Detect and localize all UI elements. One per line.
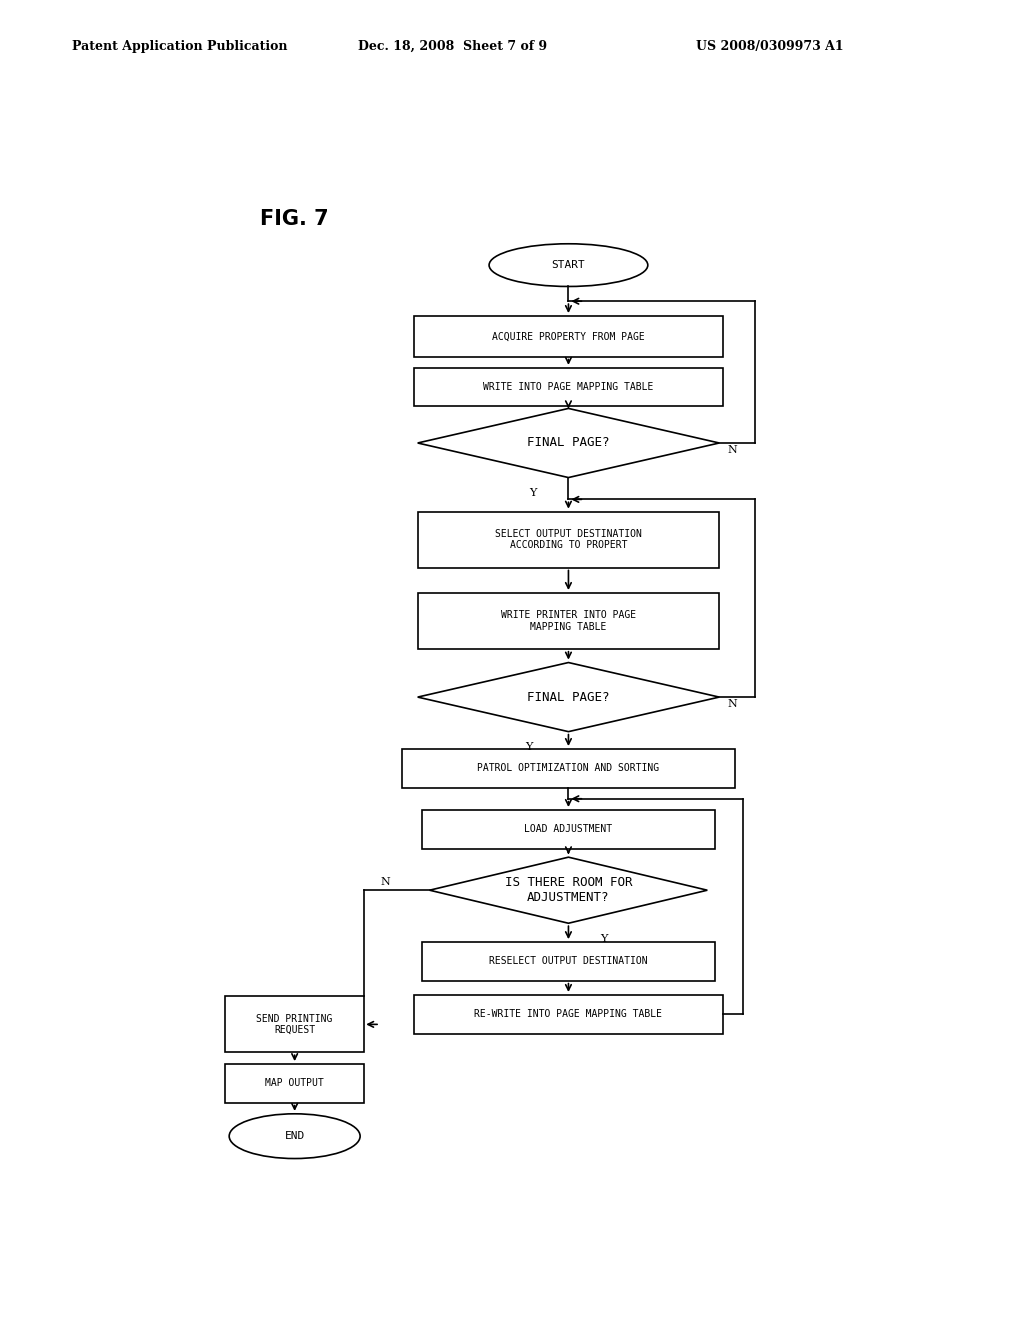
Text: Dec. 18, 2008  Sheet 7 of 9: Dec. 18, 2008 Sheet 7 of 9 [358,40,548,53]
Text: RE-WRITE INTO PAGE MAPPING TABLE: RE-WRITE INTO PAGE MAPPING TABLE [474,1010,663,1019]
Ellipse shape [489,244,648,286]
FancyBboxPatch shape [414,995,723,1034]
Text: START: START [552,260,586,271]
Text: FINAL PAGE?: FINAL PAGE? [527,437,609,450]
Text: IS THERE ROOM FOR
ADJUSTMENT?: IS THERE ROOM FOR ADJUSTMENT? [505,876,632,904]
Polygon shape [418,663,719,731]
Text: FINAL PAGE?: FINAL PAGE? [527,690,609,704]
Text: Y: Y [524,742,532,752]
Text: FIG. 7: FIG. 7 [260,210,329,230]
FancyBboxPatch shape [422,942,715,981]
Text: PATROL OPTIMIZATION AND SORTING: PATROL OPTIMIZATION AND SORTING [477,763,659,774]
FancyBboxPatch shape [418,512,719,568]
Text: N: N [727,700,737,709]
Text: N: N [727,445,737,455]
Text: LOAD ADJUSTMENT: LOAD ADJUSTMENT [524,824,612,834]
Text: SEND PRINTING
REQUEST: SEND PRINTING REQUEST [256,1014,333,1035]
FancyBboxPatch shape [225,997,365,1052]
Ellipse shape [229,1114,360,1159]
Text: Patent Application Publication: Patent Application Publication [72,40,287,53]
Text: MAP OUTPUT: MAP OUTPUT [265,1078,324,1088]
FancyBboxPatch shape [414,368,723,407]
FancyBboxPatch shape [418,593,719,649]
FancyBboxPatch shape [422,810,715,849]
Text: SELECT OUTPUT DESTINATION
ACCORDING TO PROPERT: SELECT OUTPUT DESTINATION ACCORDING TO P… [495,529,642,550]
FancyBboxPatch shape [401,748,735,788]
Text: Y: Y [600,933,607,944]
Text: WRITE INTO PAGE MAPPING TABLE: WRITE INTO PAGE MAPPING TABLE [483,381,653,392]
Text: US 2008/0309973 A1: US 2008/0309973 A1 [696,40,844,53]
Polygon shape [430,857,708,923]
Text: END: END [285,1131,305,1142]
Text: N: N [380,876,390,887]
Text: Y: Y [528,488,537,498]
FancyBboxPatch shape [414,315,723,356]
Polygon shape [418,408,719,478]
FancyBboxPatch shape [225,1064,365,1102]
Text: ACQUIRE PROPERTY FROM PAGE: ACQUIRE PROPERTY FROM PAGE [493,331,645,342]
Text: WRITE PRINTER INTO PAGE
MAPPING TABLE: WRITE PRINTER INTO PAGE MAPPING TABLE [501,610,636,632]
Text: RESELECT OUTPUT DESTINATION: RESELECT OUTPUT DESTINATION [489,957,648,966]
